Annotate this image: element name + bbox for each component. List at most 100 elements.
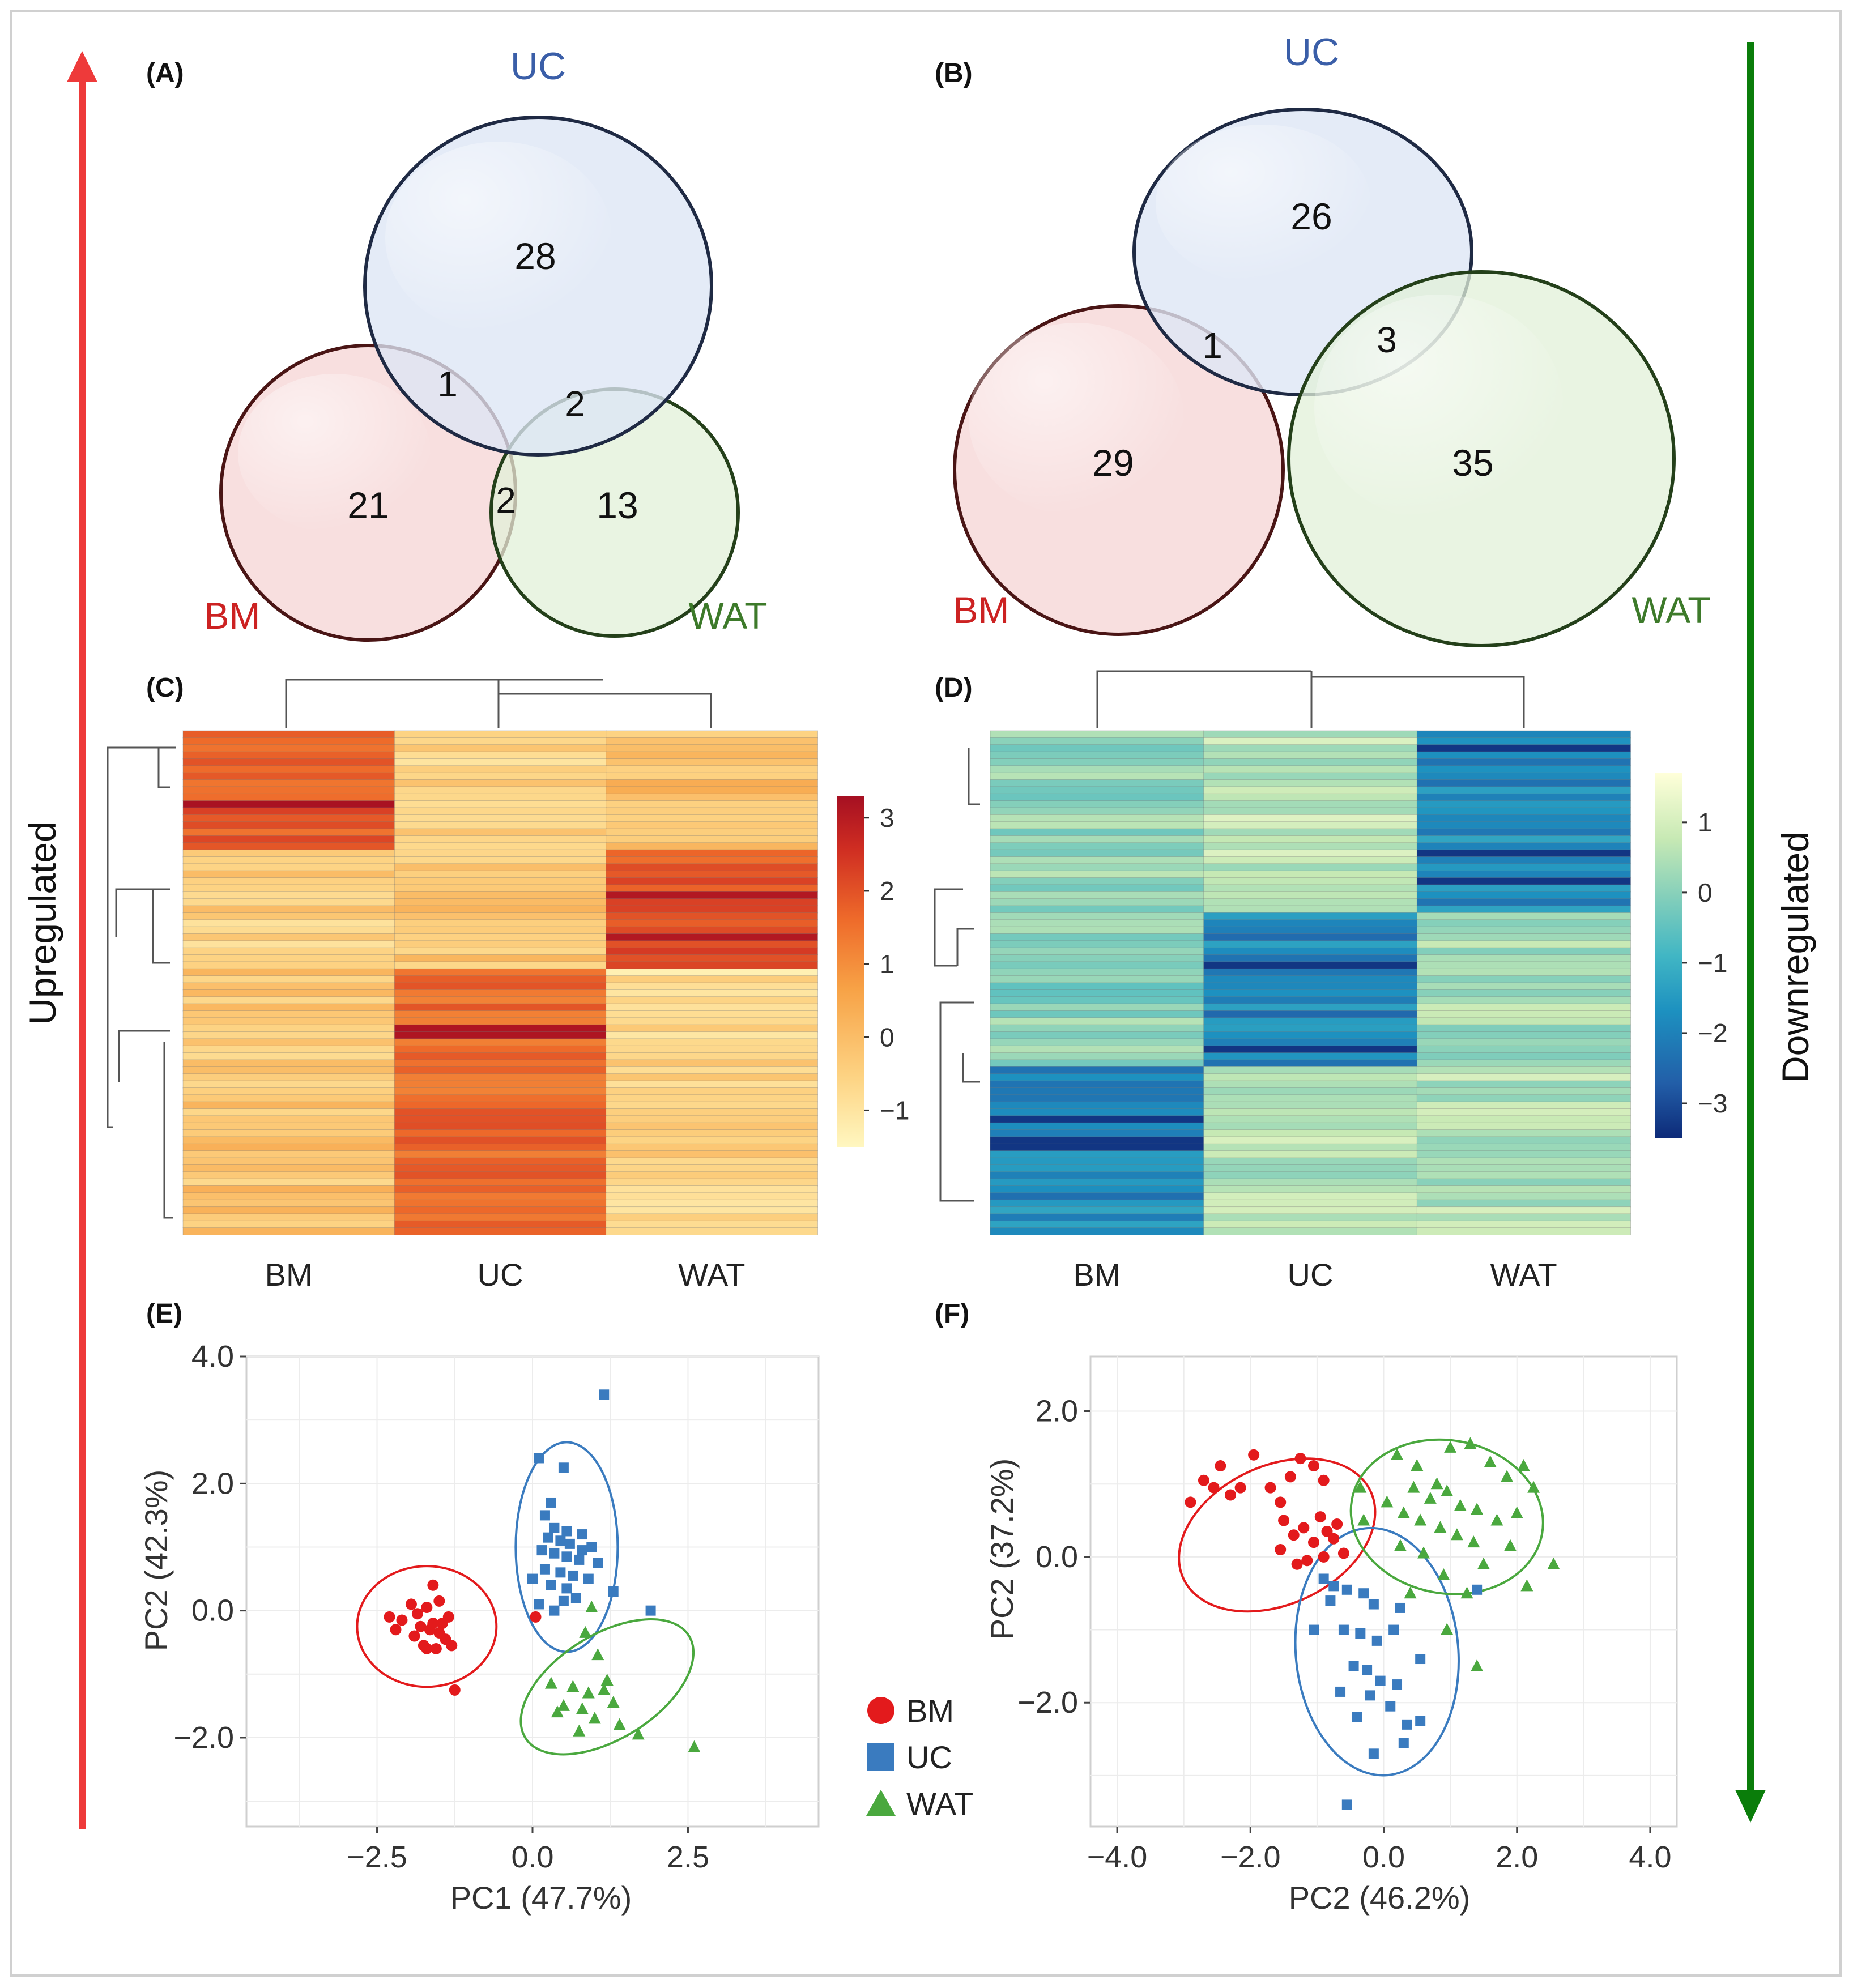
heatmap-cell [182,1227,395,1236]
point-uc [568,1570,578,1581]
heatmap-cell [182,863,395,872]
heatmap-cell [990,779,1204,787]
venn-a-bm-only: 21 [347,484,389,526]
heatmap-cell [182,821,395,830]
confidence-ellipse-uc [1294,1526,1460,1777]
heatmap-cell [990,828,1204,837]
heatmap-cell [1203,968,1418,976]
point-uc [645,1605,656,1616]
heatmap-cell [1416,996,1631,1005]
heatmap-cell [394,1115,607,1124]
heatmap-cell [1203,961,1418,970]
heatmap-cell [990,786,1204,795]
point-wat [607,1696,620,1708]
point-wat [1464,1437,1477,1449]
heatmap-cell [1203,1157,1418,1166]
heatmap-cell [990,1038,1204,1047]
heatmap-cell [606,842,818,851]
point-bm [433,1595,445,1607]
point-wat [1460,1586,1473,1599]
x-tick-label: 4.0 [1629,1840,1671,1874]
heatmap-cell [394,1094,607,1103]
heatmap-cell [182,765,395,774]
point-uc [558,1462,569,1473]
heatmap-cell [990,814,1204,822]
point-wat [1394,1539,1407,1551]
point-bm [408,1630,420,1642]
heatmap-cell [990,842,1204,851]
heatmap-cell [182,1192,395,1201]
heatmap-cell [1416,807,1631,816]
point-wat [1471,1659,1484,1671]
venn-b-bm-uc: 1 [1202,325,1222,366]
heatmap-cell [394,905,607,914]
point-wat [613,1718,626,1730]
heatmap-cell [394,1059,607,1068]
heatmap-cell [394,1080,607,1089]
panel-a-label: (A) [146,58,184,88]
heatmap-cell [1416,1003,1631,1012]
point-bm [1234,1482,1246,1494]
point-bm [421,1643,433,1654]
heatmap-cell [606,1003,818,1012]
heatmap-cell [182,751,395,760]
point-uc [1358,1588,1369,1599]
heatmap-cell [394,926,607,935]
point-uc [546,1580,556,1590]
point-uc [1318,1573,1329,1584]
heatmap-cell [990,912,1204,920]
heatmap-cell [1203,933,1418,941]
heatmap-cell [182,1150,395,1159]
heatmap-cell [182,807,395,816]
heatmap-cell [182,828,395,837]
heatmap-cell [394,779,607,787]
heatmap-cell [182,1199,395,1208]
heatmap-cell [1203,905,1418,914]
heatmap-column-label: UC [1288,1257,1334,1292]
heatmap-cell [1203,1059,1418,1068]
heatmap-cell [606,1171,818,1180]
heatmap-cell [394,912,607,920]
point-uc [1309,1624,1319,1635]
point-uc [577,1529,587,1540]
point-uc [599,1389,610,1400]
point-bm [1294,1453,1306,1465]
point-wat [591,1648,604,1661]
heatmap-cell [1416,1143,1631,1151]
heatmap-cell [182,1171,395,1180]
heatmap-cell [394,730,607,739]
heatmap-cell [606,919,818,928]
x-tick-label: −4.0 [1087,1840,1148,1874]
heatmap-cell [182,877,395,885]
point-bm [1248,1449,1260,1461]
panel-c-label: (C) [146,673,184,703]
point-wat [1484,1455,1497,1467]
heatmap-cell [1203,1101,1418,1110]
heatmap-cell [606,1213,818,1222]
heatmap-cell [182,1052,395,1060]
legend-label: UC [906,1739,952,1775]
colorbar-tick-label: 1 [1698,808,1713,837]
point-uc [1472,1584,1483,1595]
heatmap-cell [990,1206,1204,1214]
heatmap-d-colorbar [1655,773,1682,1138]
venn-b-wat-label: WAT [1632,589,1710,631]
point-bm [396,1614,408,1626]
heatmap-cell [182,919,395,928]
heatmap-cell [394,828,607,837]
point-uc [558,1595,569,1606]
heatmap-cell [182,1157,395,1166]
heatmap-cell [990,870,1204,878]
point-bm [1284,1471,1296,1483]
point-uc [570,1593,581,1603]
heatmap-cell [394,800,607,808]
heatmap-cell [1203,772,1418,780]
venn-b-wat-shine [1314,295,1564,521]
point-bm [421,1602,433,1614]
heatmap-cell [394,821,607,830]
heatmap-cell [990,1136,1204,1145]
heatmap-cell [1416,1017,1631,1026]
scatter-e-plot: −2.5 0.0 2.5 4.0 2.0 0.0 −2.0 [173,1339,820,1874]
heatmap-cell [182,989,395,997]
point-uc [1328,1581,1339,1592]
